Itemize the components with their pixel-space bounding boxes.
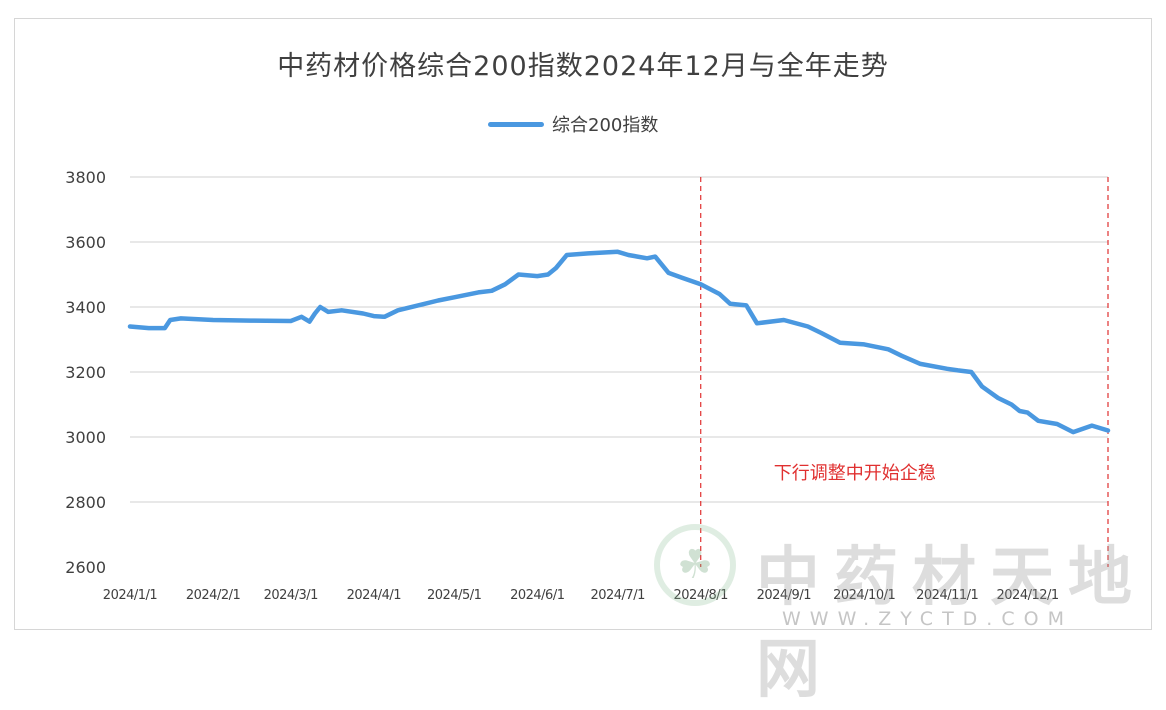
x-tick-label: 2024/1/1 [103,588,158,603]
y-tick-label: 2800 [65,493,106,512]
x-tick-label: 2024/6/1 [510,588,565,603]
x-tick-label: 2024/10/1 [833,588,895,603]
legend: 综合200指数 [488,111,658,137]
annotation-text: 下行调整中开始企稳 [774,463,936,484]
x-tick-label: 2024/3/1 [264,588,319,603]
x-tick-label: 2024/12/1 [997,588,1059,603]
x-tick-label: 2024/9/1 [757,588,812,603]
y-tick-label: 3000 [65,428,106,447]
y-tick-label: 2600 [65,558,106,577]
x-tick-label: 2024/11/1 [916,588,978,603]
legend-label: 综合200指数 [552,115,659,136]
legend-swatch [488,121,544,127]
x-tick-label: 2024/5/1 [427,588,482,603]
chart-title: 中药材价格综合200指数2024年12月与全年走势 [277,51,889,82]
x-tick-label: 2024/8/1 [674,588,729,603]
y-tick-label: 3800 [65,168,106,187]
x-tick-label: 2024/4/1 [347,588,402,603]
x-tick-label: 2024/2/1 [186,588,241,603]
y-tick-label: 3200 [65,363,106,382]
line-chart: 2600 2800 3000 3200 3400 3600 3800 2024/1/1 2024… [65,168,1111,603]
y-tick-label: 3400 [65,298,106,317]
chart-frame [14,18,1152,630]
x-tick-label: 2024/7/1 [590,588,645,603]
series-line [127,249,1111,435]
y-tick-label: 3600 [65,233,106,252]
